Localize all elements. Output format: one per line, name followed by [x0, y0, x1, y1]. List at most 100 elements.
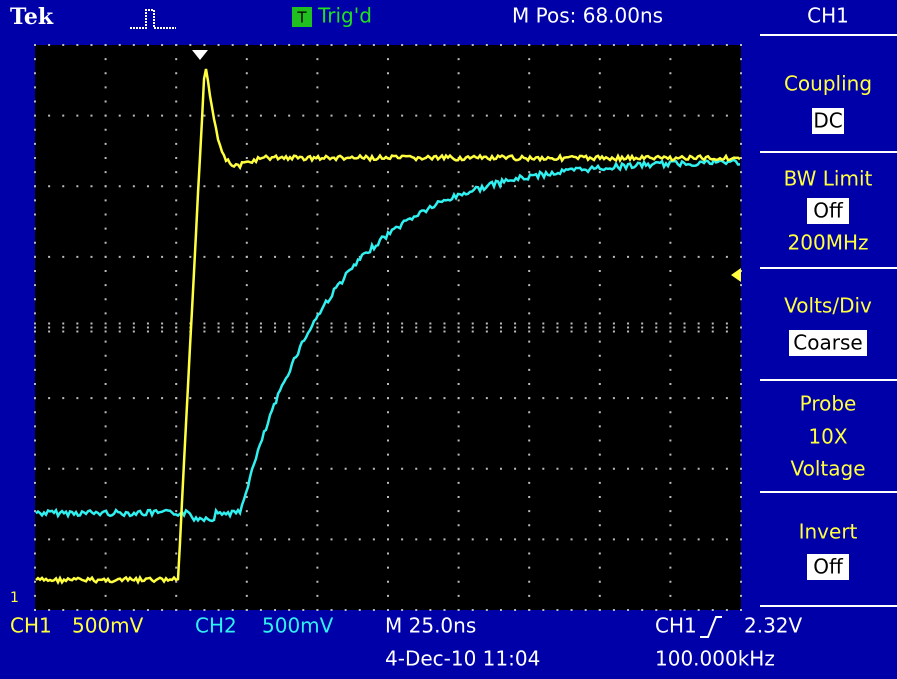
menu-label: Invert	[799, 520, 858, 544]
menu-line: Voltage	[790, 457, 865, 481]
grid-dot	[415, 185, 418, 188]
grid-dot	[669, 72, 672, 75]
grid-dot	[76, 397, 79, 400]
grid-dot	[598, 171, 601, 174]
grid-dot	[669, 609, 672, 611]
grid-dot	[245, 72, 248, 75]
grid-dot	[457, 609, 460, 611]
grid-dot	[598, 100, 601, 103]
grid-dot	[514, 538, 517, 541]
grid-dot	[316, 213, 319, 216]
grid-dot	[387, 227, 389, 230]
grid-dot	[34, 326, 36, 329]
grid-dot	[90, 255, 93, 258]
grid-dot	[34, 383, 36, 385]
grid-dot	[598, 580, 601, 583]
grid-dot	[457, 510, 460, 513]
grid-dot	[669, 580, 672, 583]
grid-dot	[132, 609, 135, 611]
grid-dot	[528, 241, 531, 244]
menu-value[interactable]: DC	[813, 109, 842, 133]
grid-dot	[528, 44, 531, 46]
grid-dot	[598, 227, 601, 230]
grid-dot	[528, 453, 531, 456]
grid-dot	[584, 397, 587, 400]
grid-dot	[316, 594, 319, 597]
menu-value[interactable]: Coarse	[793, 331, 862, 355]
grid-dot	[401, 538, 404, 541]
grid-dot	[288, 255, 291, 258]
grid-dot	[34, 354, 36, 357]
ch1-marker: 1	[10, 590, 19, 606]
grid-dot	[655, 330, 658, 333]
grid-dot	[259, 397, 262, 400]
grid-dot	[401, 326, 404, 329]
grid-dot	[627, 609, 630, 611]
grid-dot	[528, 185, 531, 188]
grid-dot	[372, 467, 375, 470]
grid-dot	[132, 326, 135, 329]
menu-value[interactable]: Off	[813, 199, 844, 223]
grid-dot	[443, 326, 446, 329]
grid-dot	[175, 510, 178, 513]
ch1-trace	[35, 68, 741, 585]
trigger-level: 2.32V	[744, 614, 803, 638]
grid-dot	[570, 538, 573, 541]
grid-dot	[697, 538, 700, 541]
grid-dot	[104, 354, 107, 357]
grid-dot	[34, 538, 36, 541]
grid-dot	[542, 609, 545, 611]
grid-dot	[189, 397, 192, 400]
grid-dot	[669, 397, 672, 400]
grid-dot	[598, 594, 601, 597]
grid-dot	[387, 538, 389, 541]
grid-dot	[175, 552, 178, 555]
grid-dot	[245, 44, 248, 46]
grid-dot	[175, 270, 178, 272]
grid-dot	[175, 340, 178, 343]
grid-dot	[584, 326, 587, 329]
grid-dot	[725, 609, 728, 611]
grid-dot	[584, 467, 587, 470]
grid-dot	[584, 44, 587, 46]
grid-dot	[316, 580, 319, 583]
grid-dot	[457, 270, 460, 272]
grid-dot	[457, 185, 460, 188]
grid-dot	[344, 538, 347, 541]
grid-dot	[528, 397, 531, 400]
grid-dot	[570, 467, 573, 470]
grid-dot	[584, 114, 587, 117]
grid-dot	[641, 185, 644, 188]
grid-dot	[316, 538, 319, 541]
grid-dot	[387, 72, 389, 75]
grid-dot	[415, 330, 418, 333]
grid-dot	[612, 322, 615, 325]
grid-dot	[104, 241, 107, 244]
grid-dot	[358, 114, 361, 117]
grid-dot	[528, 467, 531, 470]
grid-dot	[316, 270, 319, 272]
grid-dot	[429, 322, 432, 325]
horizontal-position: M Pos: 68.00ns	[512, 4, 663, 28]
grid-dot	[316, 58, 319, 61]
grid-dot	[344, 609, 347, 611]
menu-value[interactable]: Off	[813, 555, 844, 579]
grid-dot	[683, 322, 686, 325]
grid-dot	[669, 496, 672, 498]
grid-dot	[217, 185, 220, 188]
grid-dot	[429, 538, 432, 541]
grid-dot	[387, 199, 389, 202]
grid-dot	[598, 72, 601, 75]
grid-dot	[203, 185, 206, 188]
grid-dot	[457, 312, 460, 315]
grid-dot	[429, 330, 432, 333]
grid-dot	[740, 496, 742, 498]
grid-dot	[641, 467, 644, 470]
grid-dot	[175, 397, 178, 400]
grid-dot	[76, 609, 79, 611]
grid-dot	[401, 44, 404, 46]
grid-dot	[62, 322, 65, 325]
grid-dot	[146, 397, 149, 400]
grid-dot	[217, 467, 220, 470]
grid-dot	[387, 255, 389, 258]
